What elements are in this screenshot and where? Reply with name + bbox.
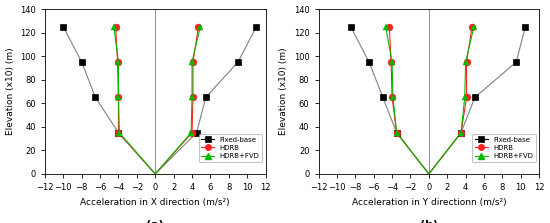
X-axis label: Acceleration in Y directionn (m/s²): Acceleration in Y directionn (m/s²) bbox=[351, 198, 506, 206]
X-axis label: Acceleration in X direction (m/s²): Acceleration in X direction (m/s²) bbox=[80, 198, 230, 206]
Text: (a): (a) bbox=[146, 220, 164, 223]
Y-axis label: Elevation (x10) (m): Elevation (x10) (m) bbox=[279, 48, 288, 135]
Legend: Fixed-base, HDRB, HDRB+FVD: Fixed-base, HDRB, HDRB+FVD bbox=[472, 134, 536, 162]
Text: (b): (b) bbox=[420, 220, 438, 223]
Y-axis label: Elevation (x10) (m): Elevation (x10) (m) bbox=[6, 48, 14, 135]
Legend: Fixed-base, HDRB, HDRB+FVD: Fixed-base, HDRB, HDRB+FVD bbox=[199, 134, 262, 162]
